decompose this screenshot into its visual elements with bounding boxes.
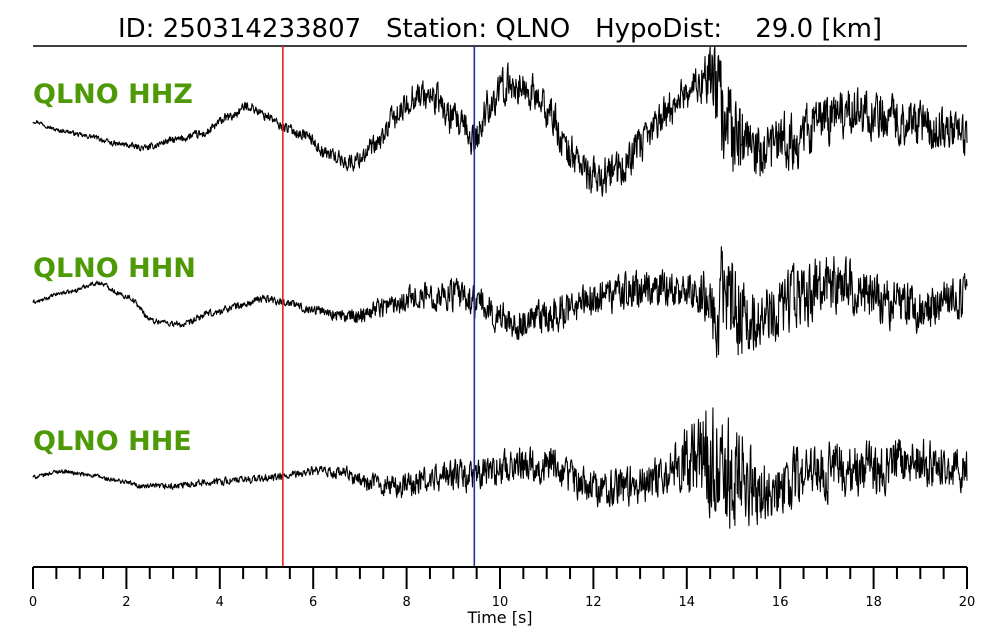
x-tick-label: 20	[959, 595, 976, 610]
x-tick-label: 0	[29, 595, 37, 610]
phase-picks	[282, 46, 476, 567]
x-tick-label: 6	[309, 595, 317, 610]
chart-title: ID: 250314233807 Station: QLNO HypoDist:…	[118, 14, 882, 44]
x-tick-label: 2	[122, 595, 130, 610]
time-axis: 0 2 4 6 8 10 12 14 16 18 20	[29, 566, 976, 610]
trace-label-qlno-hhn: QLNO HHN	[33, 253, 196, 284]
x-tick-label: 14	[679, 595, 696, 610]
x-axis-label: Time [s]	[466, 608, 532, 627]
trace-line-qlno-hhe	[32, 407, 968, 529]
x-tick-label: 16	[772, 595, 789, 610]
x-tick-label: 12	[585, 595, 602, 610]
x-tick-label: 4	[216, 595, 224, 610]
trace-label-qlno-hhe: QLNO HHE	[33, 426, 192, 457]
trace-line-qlno-hhz	[32, 45, 968, 197]
trace-line-qlno-hhn	[32, 246, 968, 358]
x-tick-label: 10	[492, 595, 509, 610]
trace-label-qlno-hhz: QLNO HHZ	[33, 79, 193, 110]
x-tick-label: 8	[402, 595, 410, 610]
trace-panel: QLNO HHZ QLNO HHN QLNO HHE	[32, 45, 968, 529]
x-tick-label: 18	[865, 595, 882, 610]
